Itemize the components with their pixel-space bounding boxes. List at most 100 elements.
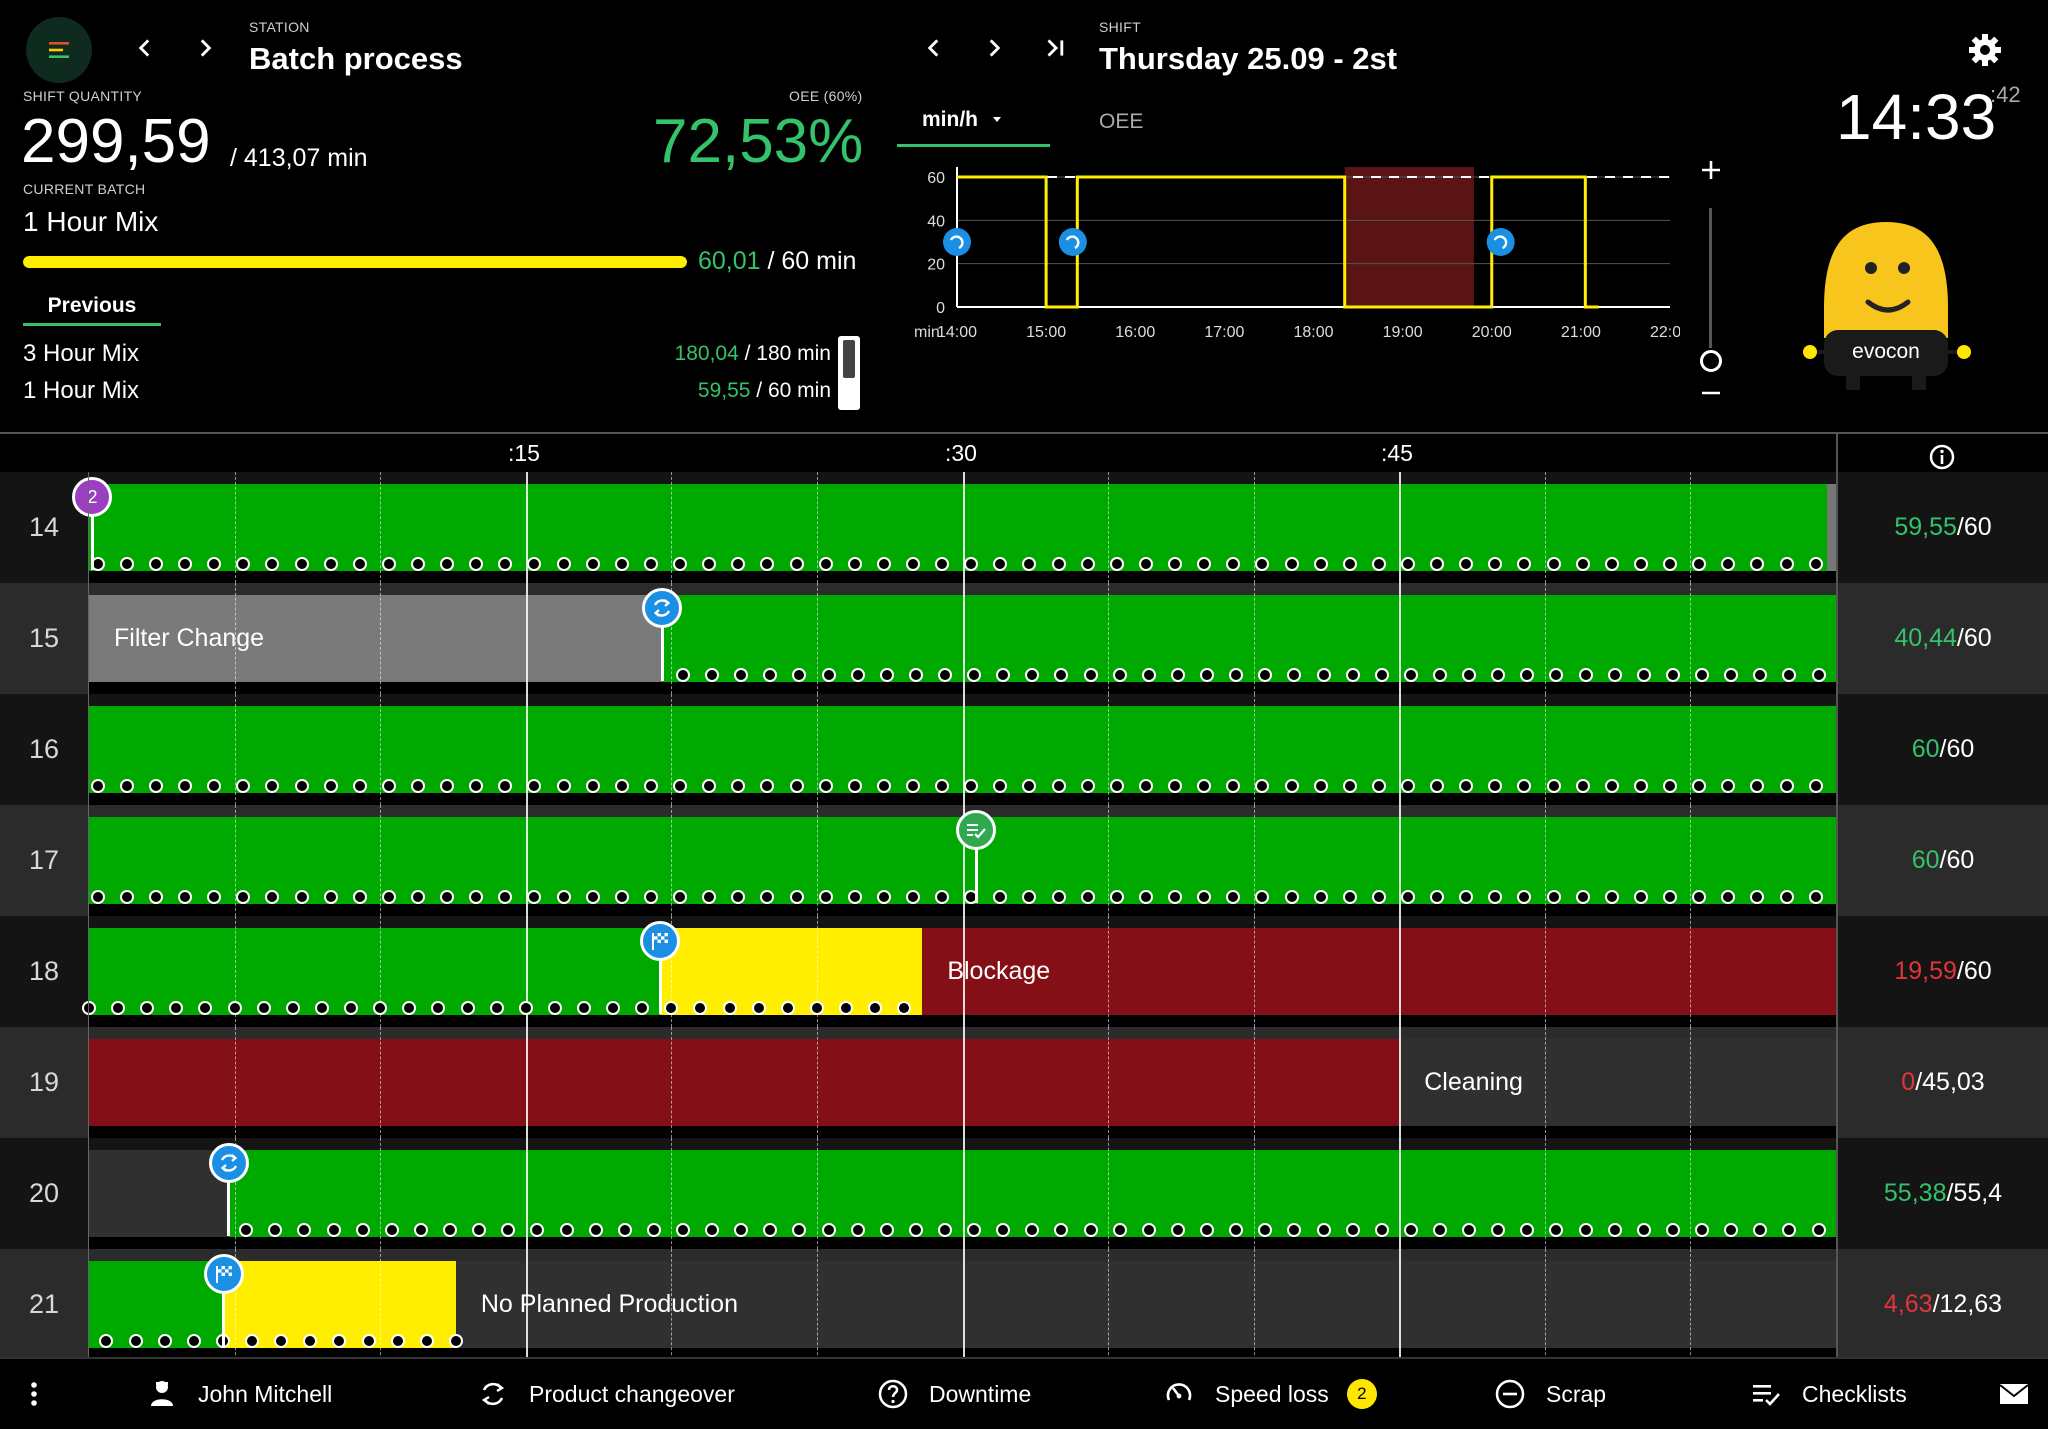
hour-quantity: 55,38/55,4 — [1838, 1138, 2048, 1249]
minus-icon — [1702, 391, 1720, 395]
minute-dot — [1633, 557, 1648, 571]
question-icon — [878, 1379, 908, 1409]
shift-latest-button[interactable] — [1033, 26, 1077, 70]
minute-dot — [1255, 557, 1270, 571]
operator-button[interactable]: John Mitchell — [146, 1359, 332, 1429]
minute-dot — [1488, 557, 1503, 571]
timeline-segment[interactable] — [89, 595, 663, 682]
five-minute-line — [816, 1249, 818, 1360]
timeline-segment[interactable] — [89, 484, 1828, 571]
minute-dot — [938, 1223, 953, 1237]
station-prev-button[interactable] — [123, 26, 167, 70]
minute-dot — [1371, 557, 1386, 571]
timeline-row[interactable]: 16 60/60 — [0, 694, 2048, 805]
batch-start-marker[interactable] — [203, 1254, 244, 1294]
tab-previous-label: Previous — [47, 294, 137, 317]
quarter-hour-line — [525, 1138, 528, 1249]
timeline-row[interactable]: 20 55,38/55,4 — [0, 1138, 2048, 1249]
timeline-segment[interactable] — [228, 1150, 1836, 1237]
five-minute-line — [1690, 916, 1692, 1027]
timeline-segment[interactable] — [922, 928, 1836, 1015]
five-minute-line — [234, 1027, 236, 1138]
timeline-segment[interactable] — [662, 595, 1836, 682]
menu-button[interactable] — [26, 17, 92, 83]
five-minute-line — [234, 1249, 236, 1360]
zoom-out-button[interactable] — [1696, 378, 1726, 408]
shift-name[interactable]: Thursday 25.09 - 2st — [1099, 41, 1398, 76]
y-tick-label: 40 — [927, 213, 945, 230]
minute-dot — [763, 1223, 778, 1237]
station-name[interactable]: Batch process — [249, 41, 463, 76]
minute-dot — [1430, 557, 1445, 571]
timeline-row[interactable]: 14 2 59,55/60 — [0, 472, 2048, 583]
speed-loss-label: Speed loss — [1215, 1380, 1329, 1407]
event-count-marker[interactable]: 2 — [72, 477, 113, 517]
product-changeover-button[interactable]: Product changeover — [477, 1359, 735, 1429]
shift-prev-button[interactable] — [912, 26, 956, 70]
minute-dot — [1633, 890, 1648, 904]
minute-dot — [431, 1001, 446, 1015]
quarter-hour-line — [1399, 1138, 1402, 1249]
messages-button[interactable] — [1998, 1359, 2030, 1429]
minute-dot — [876, 779, 891, 793]
speed-loss-button[interactable]: Speed loss 2 — [1163, 1359, 1377, 1429]
timeline-segment[interactable] — [455, 1261, 1836, 1348]
scrap-button[interactable]: Scrap — [1494, 1359, 1606, 1429]
minute-dot — [1665, 668, 1680, 682]
minute-dot — [99, 1334, 114, 1348]
timeline-segment[interactable] — [1399, 1039, 1836, 1126]
hour-label: 17 — [28, 845, 60, 875]
five-minute-line — [1108, 916, 1110, 1027]
shift-next-button[interactable] — [972, 26, 1016, 70]
timeline-row[interactable]: 15 Filter Change 40,44/60 — [0, 583, 2048, 694]
zoom-slider-track[interactable] — [1709, 208, 1712, 348]
checklists-button[interactable]: Checklists — [1750, 1359, 1907, 1429]
minute-dot — [996, 1223, 1011, 1237]
timeline-segment[interactable] — [89, 1039, 1400, 1126]
info-button[interactable] — [1928, 443, 1956, 471]
five-minute-line — [1690, 805, 1692, 916]
minute-dot — [1255, 779, 1270, 793]
minute-dot — [818, 779, 833, 793]
minute-dot — [1549, 668, 1564, 682]
minute-dot — [489, 1001, 504, 1015]
downtime-button[interactable]: Downtime — [877, 1359, 1031, 1429]
timeline-row[interactable]: 21 No Planned Production 4,63/12,63 — [0, 1249, 2048, 1360]
product-changeover-label: Product changeover — [529, 1380, 735, 1407]
changeover-marker[interactable] — [642, 588, 683, 628]
timeline-segment[interactable] — [89, 1150, 229, 1237]
hour-quantity: 4,63/12,63 — [1838, 1249, 2048, 1360]
changeover-marker[interactable] — [208, 1143, 249, 1183]
five-minute-line — [671, 1138, 673, 1249]
timeline-segment[interactable] — [223, 1261, 456, 1348]
timeline-segment[interactable] — [89, 1261, 224, 1348]
previous-list-scrollbar[interactable] — [838, 336, 860, 410]
zoom-slider-handle[interactable] — [1700, 350, 1722, 372]
timeline-segment[interactable] — [1827, 484, 1836, 571]
timeline-row[interactable]: 18 Blockage 19,59/60 — [0, 916, 2048, 1027]
timeline-row[interactable]: 19 Cleaning 0/45,03 — [0, 1027, 2048, 1138]
timeline-row[interactable]: 17 60/60 — [0, 805, 2048, 916]
minute-dot — [498, 779, 513, 793]
checklist-marker[interactable] — [956, 810, 997, 850]
scrollbar-thumb[interactable] — [843, 340, 855, 378]
minute-dot — [1109, 557, 1124, 571]
minute-dot — [693, 1001, 708, 1015]
more-button[interactable] — [18, 1359, 50, 1429]
minute-dot — [675, 668, 690, 682]
tab-oee[interactable]: OEE — [1099, 110, 1144, 133]
minute-dot — [1665, 1223, 1680, 1237]
x-tick-label: 21:00 — [1561, 324, 1601, 341]
minute-dot — [1433, 668, 1447, 682]
minute-dot — [1313, 779, 1328, 793]
station-next-button[interactable] — [183, 26, 227, 70]
timeline-segment[interactable] — [89, 928, 661, 1015]
batch-start-marker[interactable] — [640, 921, 681, 961]
tab-min-per-hour[interactable]: min/h — [897, 108, 1050, 147]
zoom-in-button[interactable] — [1696, 155, 1726, 185]
tab-previous[interactable]: Previous — [23, 289, 161, 326]
minute-dot — [1633, 779, 1648, 793]
timeline-segment[interactable] — [660, 928, 923, 1015]
settings-button[interactable] — [1963, 28, 2007, 72]
minute-dot — [1226, 779, 1241, 793]
